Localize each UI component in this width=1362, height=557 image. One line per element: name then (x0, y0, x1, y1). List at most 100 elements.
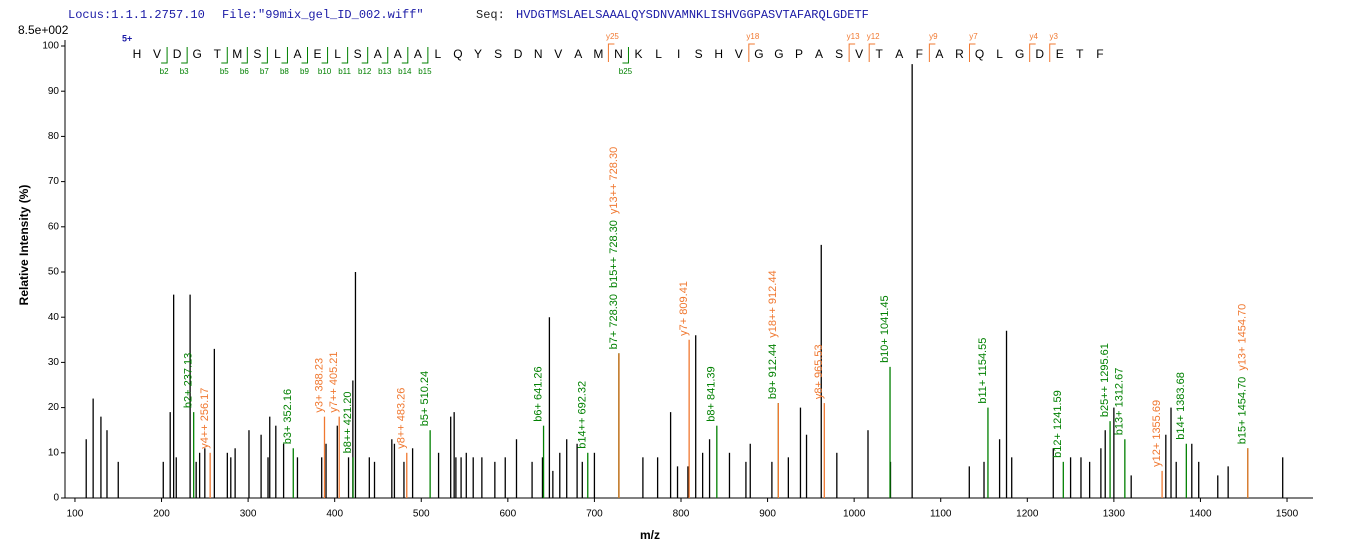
residue: G (1015, 47, 1024, 61)
residue: Q (975, 47, 984, 61)
residue: L (274, 47, 281, 61)
peak-label: b6+ 641.26 (532, 366, 544, 421)
sequence: HVDGTMSLAELSAAALQYSDNVAMNKLISHVGGPASVTAF… (516, 8, 869, 22)
x-tick-label: 1100 (930, 509, 952, 520)
residue: N (534, 47, 543, 61)
peak-label: b13+ 1312.67 (1114, 368, 1126, 436)
y-ion-label: y3 (1050, 32, 1059, 41)
peak-label: y7+ 809.41 (678, 281, 690, 336)
b-ion-label: b3 (180, 67, 189, 76)
x-tick-label: 100 (67, 509, 84, 520)
file: File:"99mix_gel_ID_002.wiff" (222, 8, 424, 22)
b-ion-bracket (221, 47, 228, 64)
x-tick-label: 800 (673, 509, 690, 520)
peak-label: b3+ 352.16 (282, 389, 294, 444)
peak-label: y12+ 1355.69 (1151, 400, 1163, 467)
residue: M (232, 47, 242, 61)
residue: R (955, 47, 964, 61)
residue: V (554, 47, 562, 61)
y-axis-label: Relative Intensity (%) (17, 185, 31, 306)
residue: T (214, 47, 222, 61)
residue: P (795, 47, 803, 61)
b-ion-label: b12 (358, 67, 372, 76)
seq-label: Seq: (476, 8, 505, 22)
y-ion-bracket (748, 43, 755, 62)
peak-label: y3+ 388.23 (313, 358, 325, 413)
x-tick-label: 1000 (843, 509, 866, 520)
residue: E (1056, 47, 1064, 61)
b-ion-bracket (341, 47, 349, 64)
y-tick-label: 80 (48, 131, 60, 142)
residue: A (394, 47, 402, 61)
peak-label: b12+ 1241.59 (1052, 390, 1064, 458)
peak-label: b15++ 728.30 (608, 220, 620, 288)
residue: H (714, 47, 723, 61)
residue: A (935, 47, 943, 61)
peak-label: b11+ 1154.55 (977, 338, 989, 404)
y-tick-label: 20 (48, 402, 60, 413)
residue: M (593, 47, 603, 61)
residue: A (815, 47, 823, 61)
b-ion-bracket (381, 47, 389, 64)
residue: E (314, 47, 322, 61)
b-ion-label: b5 (220, 67, 229, 76)
residue: G (774, 47, 783, 61)
residue: A (574, 47, 582, 61)
residue: D (514, 47, 523, 61)
residue: L (655, 47, 662, 61)
peak-label: b8++ 421.20 (342, 392, 354, 454)
x-tick-label: 700 (586, 509, 603, 520)
y-ion-bracket (1049, 43, 1056, 62)
charge: 5+ (122, 33, 132, 43)
peak-label: b5+ 510.24 (419, 371, 431, 426)
b-ion-label: b11 (338, 67, 351, 76)
y-tick-label: 50 (48, 267, 60, 278)
x-tick-label: 500 (413, 509, 430, 520)
b-ion-label: b2 (160, 67, 169, 76)
x-tick-label: 900 (759, 509, 776, 520)
y-ion-label: y4 (1029, 32, 1038, 41)
residue: H (133, 47, 142, 61)
y-ion-label: y9 (929, 32, 938, 41)
y-ion-label: y7 (969, 32, 978, 41)
y-tick-label: 90 (48, 86, 60, 97)
residue: D (173, 47, 182, 61)
x-tick-label: 1300 (1103, 509, 1126, 520)
b-ion-label: b8 (280, 67, 289, 76)
peak-label: b15+ 1454.70 (1237, 377, 1249, 445)
residue: T (1076, 47, 1084, 61)
y-ion-label: y13 (847, 32, 860, 41)
peak-label: y4++ 256.17 (199, 388, 211, 449)
residue: I (677, 47, 680, 61)
locus: Locus:1.1.1.2757.10 (68, 8, 205, 22)
x-tick-label: 1400 (1189, 509, 1212, 520)
y-tick-label: 60 (48, 221, 60, 232)
residue: V (855, 47, 863, 61)
b-ion-label: b14 (398, 67, 412, 76)
b-ion-bracket (421, 47, 429, 64)
b-ion-label: b7 (260, 67, 269, 76)
peak-label: b14+ 1383.68 (1175, 372, 1187, 440)
residue: Y (474, 47, 482, 61)
residue: G (193, 47, 202, 61)
residue: F (1096, 47, 1103, 61)
b-ion-bracket (301, 47, 309, 64)
x-tick-label: 200 (153, 509, 170, 520)
residue: L (435, 47, 442, 61)
residue: N (614, 47, 623, 61)
y-ion-bracket (868, 43, 876, 62)
residue: T (876, 47, 884, 61)
b-ion-bracket (281, 47, 288, 64)
b-ion-label: b6 (240, 67, 249, 76)
residue: A (293, 47, 301, 61)
residue: S (835, 47, 843, 61)
residue: Q (453, 47, 462, 61)
residue: G (754, 47, 763, 61)
y-tick-label: 0 (53, 493, 59, 504)
y-ion-label: y12 (867, 32, 880, 41)
peak-label: b25++ 1295.61 (1099, 343, 1111, 417)
b-ion-bracket (622, 47, 629, 64)
peak-label: b14++ 692.32 (577, 381, 589, 449)
y-ion-bracket (928, 43, 936, 62)
x-tick-label: 1500 (1276, 509, 1299, 520)
